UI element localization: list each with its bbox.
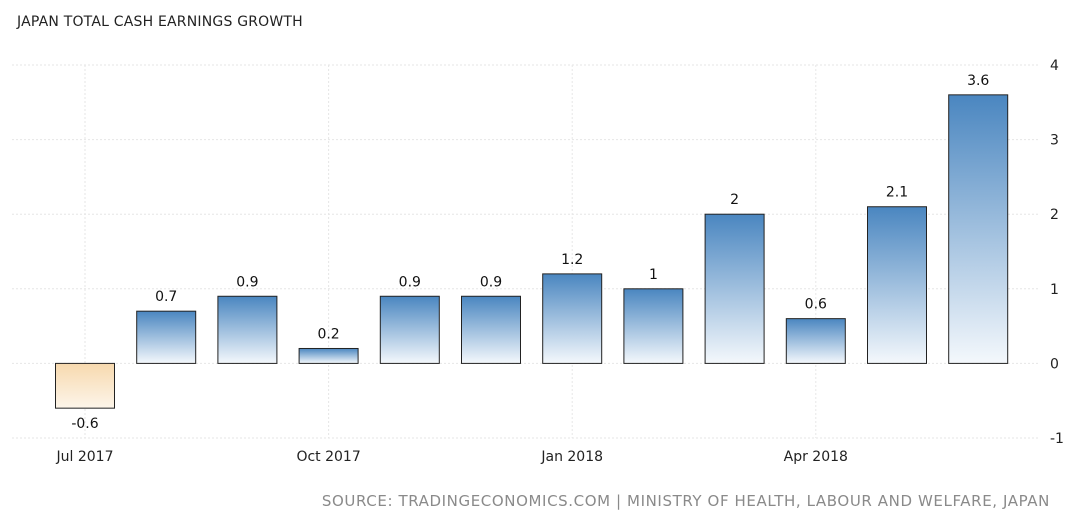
bar (542, 273, 603, 364)
y-tick-label: -1 (1050, 431, 1064, 447)
y-tick-label: 0 (1050, 356, 1059, 372)
data-label: -0.6 (71, 416, 98, 432)
data-label: 0.7 (155, 289, 177, 305)
x-tick-label: Jul 2017 (56, 449, 114, 465)
source-line: SOURCE: TRADINGECONOMICS.COM | MINISTRY … (321, 492, 1050, 510)
data-label: 0.6 (805, 297, 827, 313)
bar (623, 288, 684, 364)
x-tick-label: Jan 2018 (540, 449, 603, 465)
x-tick-label: Apr 2018 (784, 449, 848, 465)
bar (298, 347, 359, 364)
bar (461, 295, 521, 364)
bar (704, 213, 765, 364)
bar (217, 295, 278, 364)
bar (379, 295, 440, 364)
data-labels: -0.6 0.7 0.9 0.2 0.9 0.9 1.2 1 2 0.6 2.1 3.6 (71, 73, 989, 432)
data-label: 0.9 (236, 274, 258, 290)
y-tick-label: 2 (1050, 207, 1059, 223)
data-label: 3.6 (967, 73, 989, 89)
data-label: 1.2 (561, 252, 583, 268)
bars (55, 94, 1009, 409)
x-axis: Jul 2017 Oct 2017 Jan 2018 Apr 2018 (56, 449, 848, 465)
y-tick-label: 3 (1050, 133, 1059, 149)
bar (55, 362, 115, 409)
bar (948, 94, 1009, 364)
chart-title: JAPAN TOTAL CASH EARNINGS GROWTH (17, 14, 303, 30)
data-label: 1 (649, 267, 658, 283)
data-label: 2.1 (886, 185, 908, 201)
x-tick-label: Oct 2017 (296, 449, 360, 465)
y-axis: 4 3 2 1 0 -1 (1050, 58, 1064, 447)
y-tick-label: 4 (1050, 58, 1059, 74)
data-label: 2 (730, 192, 739, 208)
y-tick-label: 1 (1050, 282, 1059, 298)
data-label: 0.2 (317, 326, 339, 342)
data-label: 0.9 (480, 274, 502, 290)
bar (785, 318, 846, 364)
bar (867, 206, 927, 364)
bar (136, 310, 197, 364)
data-label: 0.9 (399, 274, 421, 290)
